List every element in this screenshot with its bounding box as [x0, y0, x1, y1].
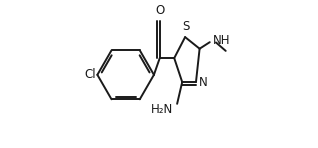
Text: Cl: Cl — [84, 68, 96, 81]
Text: N: N — [198, 76, 207, 89]
Text: H₂N: H₂N — [151, 103, 174, 116]
Text: O: O — [155, 4, 164, 17]
Text: S: S — [182, 20, 190, 33]
Text: NH: NH — [213, 34, 230, 47]
